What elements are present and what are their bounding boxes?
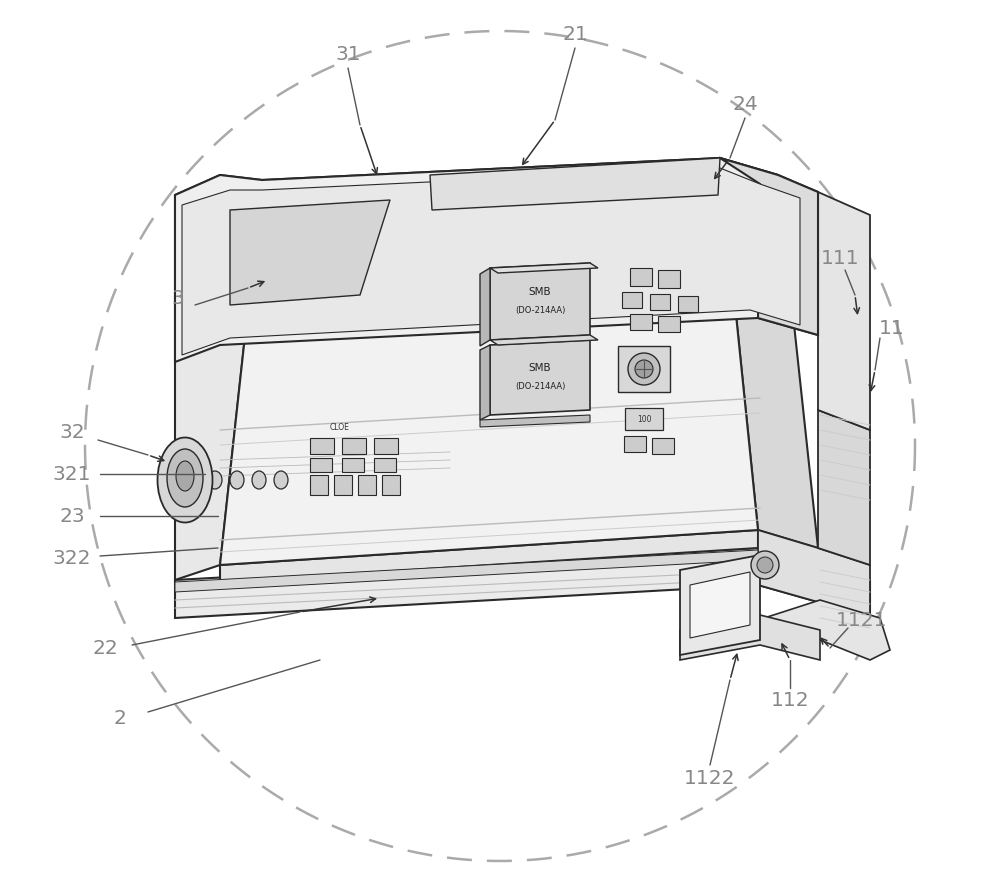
Text: SMB: SMB <box>529 287 551 297</box>
Polygon shape <box>490 263 590 340</box>
Polygon shape <box>652 438 674 454</box>
Text: 11: 11 <box>879 318 905 337</box>
Polygon shape <box>175 158 818 362</box>
Polygon shape <box>650 294 670 310</box>
Ellipse shape <box>230 471 244 489</box>
Text: 32: 32 <box>59 423 85 442</box>
Text: CLOE: CLOE <box>330 424 350 433</box>
Text: 111: 111 <box>821 249 859 268</box>
Polygon shape <box>310 438 334 454</box>
Circle shape <box>628 353 660 385</box>
Polygon shape <box>630 268 652 286</box>
Text: 1122: 1122 <box>684 769 736 788</box>
Polygon shape <box>818 410 870 565</box>
Circle shape <box>757 557 773 573</box>
Polygon shape <box>758 530 870 620</box>
Polygon shape <box>358 475 376 495</box>
Polygon shape <box>690 572 750 638</box>
Text: 100: 100 <box>637 415 651 424</box>
Polygon shape <box>720 158 818 548</box>
Text: 322: 322 <box>53 549 91 567</box>
Polygon shape <box>490 335 598 345</box>
Text: 112: 112 <box>771 690 809 709</box>
Text: 23: 23 <box>59 507 85 525</box>
Polygon shape <box>678 296 698 312</box>
Text: 21: 21 <box>562 26 588 45</box>
Polygon shape <box>374 458 396 472</box>
Polygon shape <box>334 475 352 495</box>
Ellipse shape <box>176 461 194 491</box>
Polygon shape <box>720 158 818 335</box>
Polygon shape <box>480 345 490 420</box>
Polygon shape <box>490 340 590 415</box>
Polygon shape <box>342 438 366 454</box>
Polygon shape <box>382 475 400 495</box>
Polygon shape <box>175 550 758 592</box>
Polygon shape <box>182 168 800 355</box>
Text: 1121: 1121 <box>836 610 888 630</box>
Polygon shape <box>310 475 328 495</box>
Text: 31: 31 <box>335 45 361 64</box>
Text: 2: 2 <box>114 708 126 728</box>
Polygon shape <box>175 548 870 620</box>
Polygon shape <box>310 458 332 472</box>
Polygon shape <box>658 316 680 332</box>
Polygon shape <box>175 175 262 580</box>
Polygon shape <box>680 555 760 655</box>
Text: 24: 24 <box>732 95 758 114</box>
Polygon shape <box>490 263 598 273</box>
Bar <box>625 408 663 430</box>
Circle shape <box>635 360 653 378</box>
Text: 321: 321 <box>53 465 91 483</box>
Bar <box>618 346 670 392</box>
Ellipse shape <box>274 471 288 489</box>
Polygon shape <box>658 270 680 288</box>
Polygon shape <box>430 158 720 210</box>
Circle shape <box>751 551 779 579</box>
Polygon shape <box>220 158 758 565</box>
Polygon shape <box>374 438 398 454</box>
Ellipse shape <box>252 471 266 489</box>
Text: SMB: SMB <box>529 363 551 373</box>
Text: (DO-214AA): (DO-214AA) <box>515 382 565 391</box>
Polygon shape <box>230 200 390 305</box>
Ellipse shape <box>208 471 222 489</box>
Ellipse shape <box>158 437 212 523</box>
Polygon shape <box>818 192 870 430</box>
Polygon shape <box>630 314 652 330</box>
Polygon shape <box>480 415 590 427</box>
Text: 22: 22 <box>92 639 118 657</box>
Polygon shape <box>342 458 364 472</box>
Polygon shape <box>758 600 890 660</box>
Polygon shape <box>220 530 758 582</box>
Text: (DO-214AA): (DO-214AA) <box>515 305 565 315</box>
Ellipse shape <box>167 449 203 507</box>
Polygon shape <box>622 292 642 308</box>
Polygon shape <box>624 436 646 452</box>
Text: 3: 3 <box>172 288 184 308</box>
Polygon shape <box>480 268 490 346</box>
Polygon shape <box>680 615 820 660</box>
